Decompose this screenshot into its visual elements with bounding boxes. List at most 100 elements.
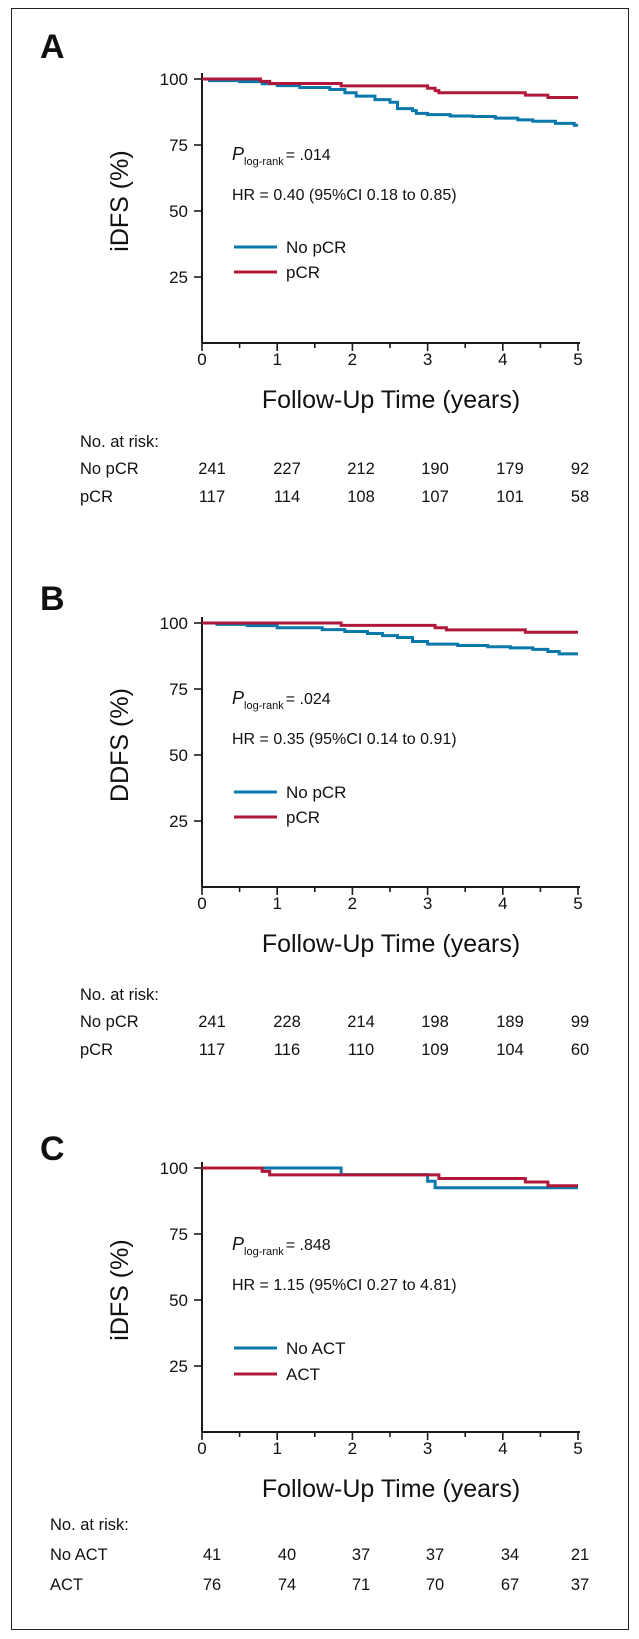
p-subscript: log-rank (244, 156, 284, 168)
x-tick-label: 2 (348, 1439, 357, 1458)
p-symbol: P (232, 144, 244, 164)
risk-count: 101 (496, 488, 524, 506)
x-tick-label: 3 (423, 894, 432, 913)
risk-count: 212 (347, 460, 375, 478)
risk-count: 227 (273, 460, 301, 478)
p-symbol: P (232, 688, 244, 708)
p-value-annotation: Plog-rank = .024 (232, 688, 331, 712)
p-value: = .848 (286, 1237, 331, 1254)
risk-count: 37 (352, 1546, 370, 1564)
risk-count: 40 (278, 1546, 296, 1564)
risk-count: 110 (348, 1041, 374, 1059)
x-tick-label: 0 (197, 1439, 206, 1458)
risk-row-label: No ACT (50, 1546, 108, 1564)
y-tick-label: 75 (169, 1225, 188, 1244)
risk-count: 21 (571, 1546, 589, 1564)
risk-count: 241 (198, 460, 226, 478)
x-tick-label: 0 (197, 350, 206, 369)
p-value-annotation: Plog-rank = .848 (232, 1234, 331, 1258)
risk-count: 37 (426, 1546, 444, 1564)
y-tick-label: 100 (160, 614, 188, 633)
y-tick-label: 75 (169, 680, 188, 699)
risk-count: 117 (199, 488, 225, 506)
x-tick-label: 2 (348, 350, 357, 369)
legend-label: No ACT (286, 1339, 346, 1358)
risk-count: 60 (571, 1041, 589, 1059)
y-tick-label: 100 (160, 70, 188, 89)
x-tick-label: 5 (573, 894, 582, 913)
p-value-annotation: Plog-rank = .014 (232, 144, 331, 168)
legend-label: pCR (286, 263, 320, 282)
p-value: = .024 (286, 691, 331, 708)
p-subscript: log-rank (244, 700, 284, 712)
x-axis-title: Follow-Up Time (years) (262, 930, 520, 958)
km-curve-no-act (202, 1166, 578, 1190)
risk-count: 99 (571, 1013, 589, 1031)
risk-count: 71 (352, 1576, 370, 1594)
risk-table-header: No. at risk: (50, 1516, 129, 1534)
risk-table-header: No. at risk: (80, 433, 159, 451)
risk-count: 76 (203, 1576, 221, 1594)
legend-label: No pCR (286, 783, 346, 802)
x-tick-label: 2 (348, 894, 357, 913)
x-tick-label: 4 (498, 350, 507, 369)
x-tick-label: 5 (573, 350, 582, 369)
x-tick-label: 5 (573, 1439, 582, 1458)
legend-label: pCR (286, 808, 320, 827)
risk-count: 108 (347, 488, 375, 506)
risk-count: 37 (571, 1576, 589, 1594)
y-axis-title: iDFS (%) (106, 150, 134, 251)
y-tick-label: 25 (169, 268, 188, 287)
risk-count: 58 (571, 488, 589, 506)
y-tick-label: 50 (169, 746, 188, 765)
km-curve-no-pcr (202, 621, 578, 656)
x-axis-title: Follow-Up Time (years) (262, 386, 520, 414)
hazard-ratio-annotation: HR = 0.40 (95%CI 0.18 to 0.85) (232, 187, 457, 204)
risk-row-label: pCR (80, 488, 113, 506)
risk-count: 241 (198, 1013, 226, 1031)
risk-count: 114 (274, 488, 300, 506)
legend-label: No pCR (286, 238, 346, 257)
x-tick-label: 0 (197, 894, 206, 913)
y-axis-title: iDFS (%) (106, 1239, 134, 1340)
x-tick-label: 4 (498, 1439, 507, 1458)
risk-count: 34 (501, 1546, 519, 1564)
risk-count: 190 (421, 460, 449, 478)
panel-a: A 100 75 50 25 0 1 2 3 4 5 Follow-Up Time (years) i… (40, 28, 589, 506)
km-curve-pcr (202, 621, 578, 634)
y-tick-label: 75 (169, 136, 188, 155)
p-subscript: log-rank (244, 1246, 284, 1258)
x-axis-title: Follow-Up Time (years) (262, 1475, 520, 1503)
y-tick-label: 25 (169, 1357, 188, 1376)
hazard-ratio-annotation: HR = 0.35 (95%CI 0.14 to 0.91) (232, 731, 457, 748)
risk-count: 41 (203, 1546, 221, 1564)
legend-label: ACT (286, 1365, 320, 1384)
x-tick-label: 3 (423, 350, 432, 369)
km-curve-pcr (202, 77, 578, 99)
risk-count: 104 (496, 1041, 524, 1059)
risk-count: 70 (426, 1576, 444, 1594)
risk-row-label: pCR (80, 1041, 113, 1059)
risk-count: 67 (501, 1576, 519, 1594)
risk-count: 198 (421, 1013, 449, 1031)
panel-letter-c: C (40, 1130, 65, 1168)
panel-letter-b: B (40, 580, 65, 618)
x-tick-label: 3 (423, 1439, 432, 1458)
risk-count: 109 (421, 1041, 449, 1059)
risk-row-label: No pCR (80, 1013, 139, 1031)
y-tick-label: 50 (169, 1291, 188, 1310)
p-value: = .014 (286, 147, 331, 164)
risk-count: 74 (278, 1576, 296, 1594)
hazard-ratio-annotation: HR = 1.15 (95%CI 0.27 to 4.81) (232, 1277, 457, 1294)
y-tick-label: 25 (169, 812, 188, 831)
y-tick-label: 50 (169, 202, 188, 221)
y-axis-title: DDFS (%) (106, 688, 134, 802)
risk-row-label: ACT (50, 1576, 83, 1594)
panel-b: B 100 75 50 25 0 1 2 3 4 5 Follow-Up Time (years) D… (40, 580, 589, 1059)
panel-letter-a: A (40, 28, 65, 66)
risk-count: 116 (274, 1041, 300, 1059)
x-tick-label: 1 (272, 1439, 281, 1458)
x-tick-label: 1 (272, 894, 281, 913)
